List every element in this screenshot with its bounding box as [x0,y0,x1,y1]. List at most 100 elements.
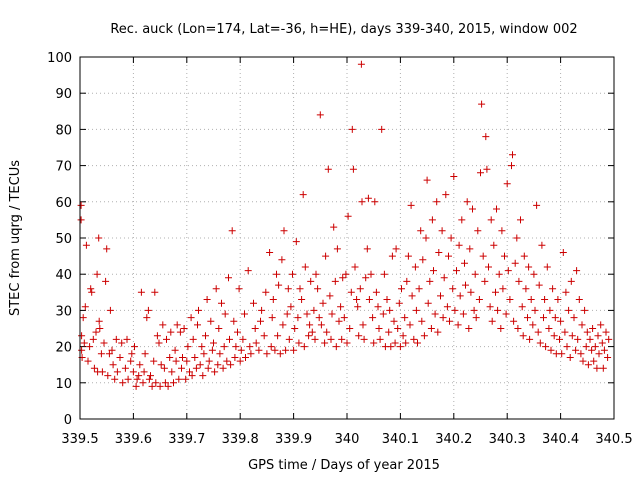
data-point [96,325,104,332]
data-point [351,263,359,271]
data-point [145,375,153,383]
data-point [370,339,378,347]
data-point [582,343,590,351]
data-point [567,277,575,285]
data-point [483,165,491,173]
data-point [446,317,453,325]
data-point [129,368,137,376]
data-point [584,361,592,369]
data-point [604,354,612,361]
data-point [204,364,212,372]
data-point [182,375,190,383]
data-point [362,274,370,282]
data-point [485,263,492,271]
data-point [359,321,367,329]
data-point [200,350,208,358]
data-point [111,375,119,383]
data-point [88,288,96,296]
data-point [411,263,419,271]
data-point [95,317,103,325]
data-point [479,252,487,260]
data-point [466,245,474,253]
data-point [417,227,425,235]
x-tick-label: 339.7 [168,432,205,447]
data-point [273,270,280,278]
data-point [474,227,482,235]
data-point [599,364,607,372]
data-point [374,303,382,311]
point-layer [77,60,613,390]
data-point [258,306,266,314]
data-point [595,350,603,358]
data-point [495,270,503,278]
data-point [519,332,527,340]
data-point [97,350,105,358]
data-point [493,205,500,213]
data-point [588,346,596,354]
x-tick-label: 340.3 [489,432,526,447]
data-point [459,310,467,318]
data-point [95,234,103,242]
data-point [160,364,168,372]
data-point [431,310,439,318]
data-point [499,285,507,293]
y-tick-label: 20 [55,341,72,356]
data-point [511,259,519,267]
data-point [106,306,114,314]
data-point [316,111,324,119]
data-point [478,100,486,108]
data-point [287,303,295,311]
data-point [161,379,169,387]
data-point [435,249,443,256]
data-point [292,238,300,246]
data-point [121,364,129,372]
data-point [540,314,547,322]
data-point [157,361,165,369]
data-point [92,328,100,336]
data-point [605,335,613,343]
data-point [314,285,322,293]
data-point [574,335,582,343]
data-point [307,277,315,285]
data-point [143,314,151,322]
data-point [543,263,551,271]
data-point [166,354,174,361]
data-point [554,296,562,303]
data-point [103,245,111,253]
data-point [408,292,416,300]
data-point [573,267,581,275]
data-point [372,288,380,296]
data-point [538,241,546,249]
data-point [445,252,452,260]
data-point [551,314,559,322]
data-point [427,325,435,332]
data-point [102,277,110,285]
data-point [530,270,538,278]
data-point [294,314,302,322]
y-tick-label: 10 [55,377,72,392]
data-point [176,328,184,336]
data-point [557,317,565,325]
data-point [451,306,459,314]
data-point [364,194,372,202]
data-point [159,321,167,329]
data-point [77,201,85,209]
data-point [550,332,558,340]
data-point [87,285,95,293]
data-point [232,343,240,351]
data-point [192,364,200,372]
data-point [510,317,518,325]
data-point [419,256,427,264]
data-point [594,332,602,340]
data-point [100,339,108,347]
data-point [443,303,451,311]
data-point [383,296,391,303]
data-point [207,317,215,325]
data-point [321,339,329,347]
data-point [327,335,335,343]
data-point [93,270,101,278]
data-point [566,354,574,361]
x-tick-label: 340.1 [382,432,419,447]
data-point [195,306,202,314]
data-point [234,328,241,336]
